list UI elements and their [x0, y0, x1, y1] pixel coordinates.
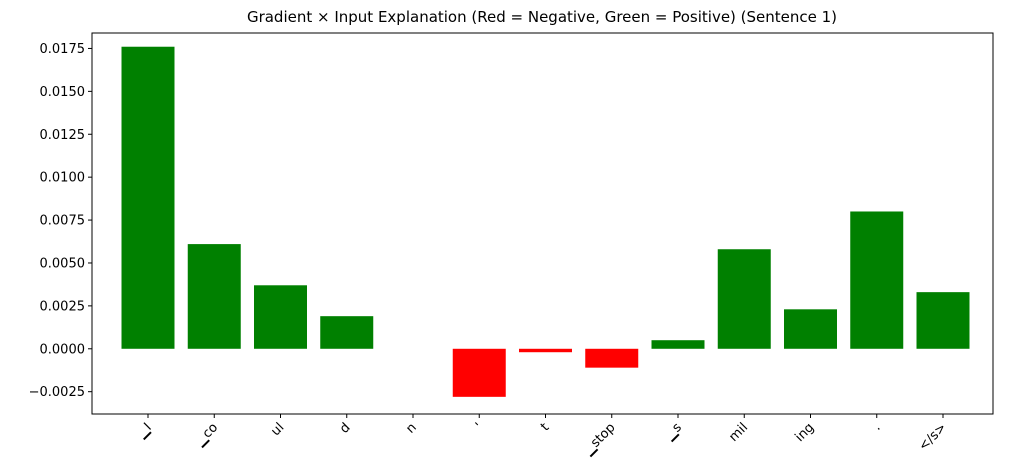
y-tick-label: 0.0075 — [40, 214, 86, 229]
chart-title: Gradient × Input Explanation (Red = Nega… — [247, 8, 837, 26]
y-tick-label: 0.0000 — [40, 342, 86, 357]
bar — [254, 285, 307, 349]
bar — [121, 46, 175, 349]
y-tick-label: 0.0025 — [40, 299, 86, 314]
y-tick-label: 0.0050 — [40, 256, 86, 271]
x-tick-label: t — [538, 420, 552, 434]
bar — [717, 249, 771, 349]
x-tick-label: ▁s — [662, 420, 685, 443]
bar — [452, 348, 506, 397]
y-tick-label: 0.0175 — [40, 42, 86, 57]
bar — [916, 292, 970, 349]
bar — [784, 309, 837, 349]
bar — [585, 348, 639, 368]
x-tick-label: n — [403, 420, 419, 436]
x-tick-label: ▁co — [192, 420, 221, 449]
bar — [320, 316, 374, 349]
y-tick-label: −0.0025 — [29, 385, 85, 400]
x-tick-label: </s> — [916, 420, 950, 454]
axes-frame — [91, 32, 994, 415]
x-tick-label: ' — [473, 420, 486, 433]
plot-area: −0.0025 0.0000 0.0025 0.0050 0.0075 0.0100 0.0… — [29, 32, 994, 458]
x-tick-label: mil — [726, 420, 751, 445]
x-tick-label: ul — [268, 420, 287, 439]
bar — [850, 211, 904, 349]
bar — [651, 340, 705, 349]
y-tick-label: 0.0125 — [40, 128, 86, 143]
bar — [519, 348, 572, 353]
x-tick-label: ▁I — [134, 420, 155, 441]
x-tick-label: ing — [793, 420, 818, 445]
x-tick-label: . — [870, 420, 884, 434]
bar — [187, 244, 241, 349]
y-tick-label: 0.0150 — [40, 85, 86, 100]
x-tick-label: ▁stop — [580, 420, 618, 458]
x-tick-label: d — [337, 420, 353, 436]
y-tick-label: 0.0100 — [40, 171, 86, 186]
